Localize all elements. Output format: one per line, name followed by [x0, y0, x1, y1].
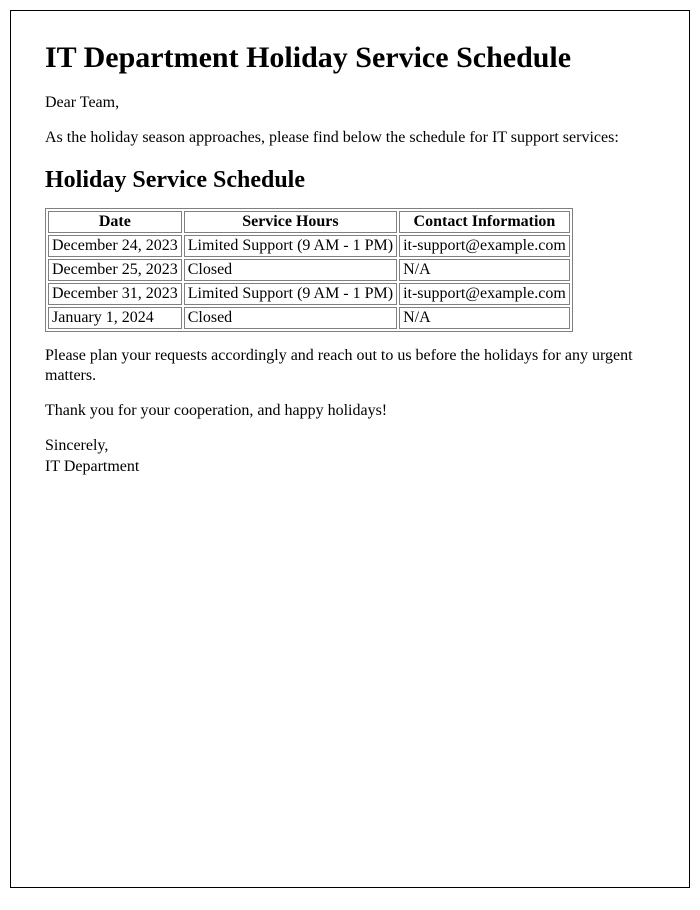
- cell-hours: Closed: [184, 307, 397, 329]
- greeting: Dear Team,: [45, 93, 655, 114]
- schedule-table: Date Service Hours Contact Information D…: [45, 208, 573, 332]
- section-heading: Holiday Service Schedule: [45, 167, 655, 194]
- signoff-dept: IT Department: [45, 458, 139, 475]
- cell-date: December 31, 2023: [48, 283, 182, 305]
- table-row: January 1, 2024 Closed N/A: [48, 307, 570, 329]
- table-header-row: Date Service Hours Contact Information: [48, 211, 570, 233]
- page-title: IT Department Holiday Service Schedule: [45, 41, 655, 75]
- thanks-paragraph: Thank you for your cooperation, and happ…: [45, 401, 655, 422]
- table-row: December 31, 2023 Limited Support (9 AM …: [48, 283, 570, 305]
- cell-contact: N/A: [399, 307, 570, 329]
- cell-contact: it-support@example.com: [399, 283, 570, 305]
- intro-paragraph: As the holiday season approaches, please…: [45, 128, 655, 149]
- cell-hours: Closed: [184, 259, 397, 281]
- cell-date: December 25, 2023: [48, 259, 182, 281]
- table-row: December 24, 2023 Limited Support (9 AM …: [48, 235, 570, 257]
- cell-hours: Limited Support (9 AM - 1 PM): [184, 235, 397, 257]
- planning-paragraph: Please plan your requests accordingly an…: [45, 346, 655, 388]
- col-hours: Service Hours: [184, 211, 397, 233]
- cell-contact: N/A: [399, 259, 570, 281]
- col-date: Date: [48, 211, 182, 233]
- table-row: December 25, 2023 Closed N/A: [48, 259, 570, 281]
- cell-hours: Limited Support (9 AM - 1 PM): [184, 283, 397, 305]
- cell-date: December 24, 2023: [48, 235, 182, 257]
- signoff: Sincerely, IT Department: [45, 436, 655, 478]
- col-contact: Contact Information: [399, 211, 570, 233]
- cell-date: January 1, 2024: [48, 307, 182, 329]
- cell-contact: it-support@example.com: [399, 235, 570, 257]
- signoff-label: Sincerely,: [45, 437, 108, 454]
- document-page: IT Department Holiday Service Schedule D…: [10, 10, 690, 888]
